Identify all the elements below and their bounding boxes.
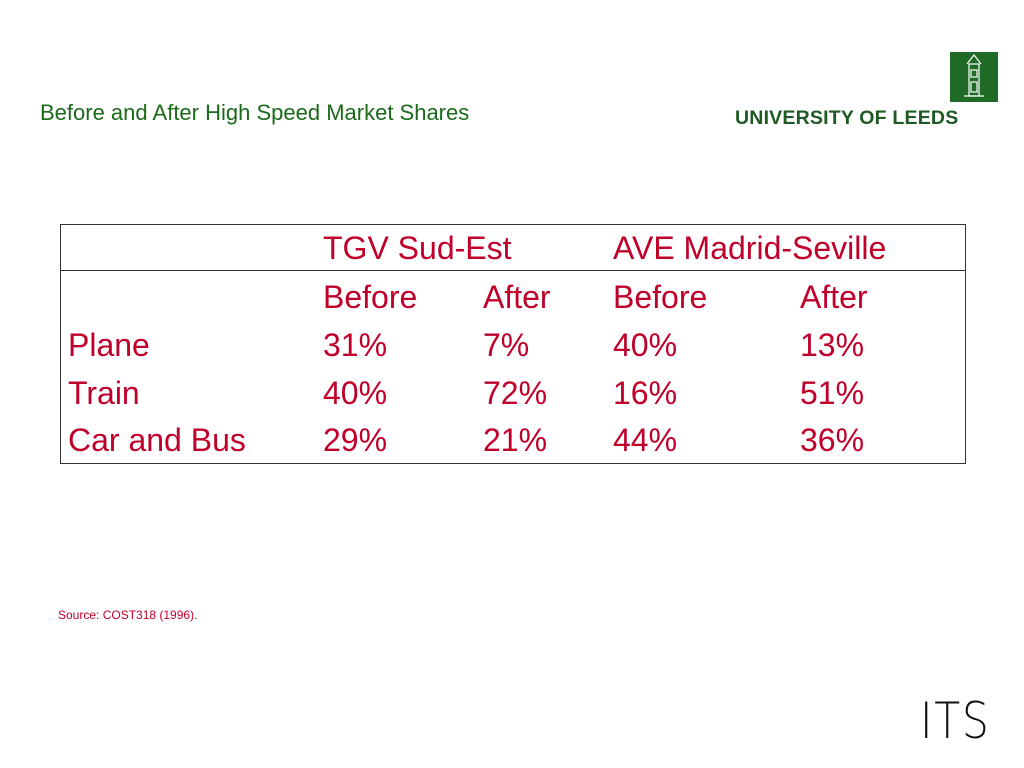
group-header: AVE Madrid-Seville bbox=[613, 230, 887, 266]
sub-header: Before bbox=[613, 279, 708, 315]
source-note: Source: COST318 (1996). bbox=[58, 608, 198, 622]
table-cell: 40% bbox=[613, 327, 678, 363]
sub-header: After bbox=[483, 279, 551, 315]
sub-header: Before bbox=[323, 279, 418, 315]
table-header-rule bbox=[60, 270, 965, 271]
footer-logo: ITS bbox=[920, 692, 991, 750]
table-cell: 44% bbox=[613, 422, 678, 458]
table-cell: 29% bbox=[323, 422, 388, 458]
table-cell: 72% bbox=[483, 375, 548, 411]
table-cell: 31% bbox=[323, 327, 388, 363]
row-label: Car and Bus bbox=[68, 422, 246, 458]
logo-emblem bbox=[950, 52, 998, 102]
row-label: Train bbox=[68, 375, 140, 411]
sub-header: After bbox=[800, 279, 868, 315]
table-cell: 7% bbox=[483, 327, 530, 363]
row-label: Plane bbox=[68, 327, 150, 363]
logo-text: UNIVERSITY OF LEEDS bbox=[735, 107, 959, 129]
table-cell: 51% bbox=[800, 375, 865, 411]
group-header: TGV Sud-Est bbox=[323, 230, 512, 266]
table-cell: 16% bbox=[613, 375, 678, 411]
slide-title: Before and After High Speed Market Share… bbox=[40, 100, 470, 125]
table-border bbox=[60, 224, 966, 464]
table-cell: 13% bbox=[800, 327, 865, 363]
table-cell: 21% bbox=[483, 422, 548, 458]
table-cell: 36% bbox=[800, 422, 865, 458]
table-cell: 40% bbox=[323, 375, 388, 411]
